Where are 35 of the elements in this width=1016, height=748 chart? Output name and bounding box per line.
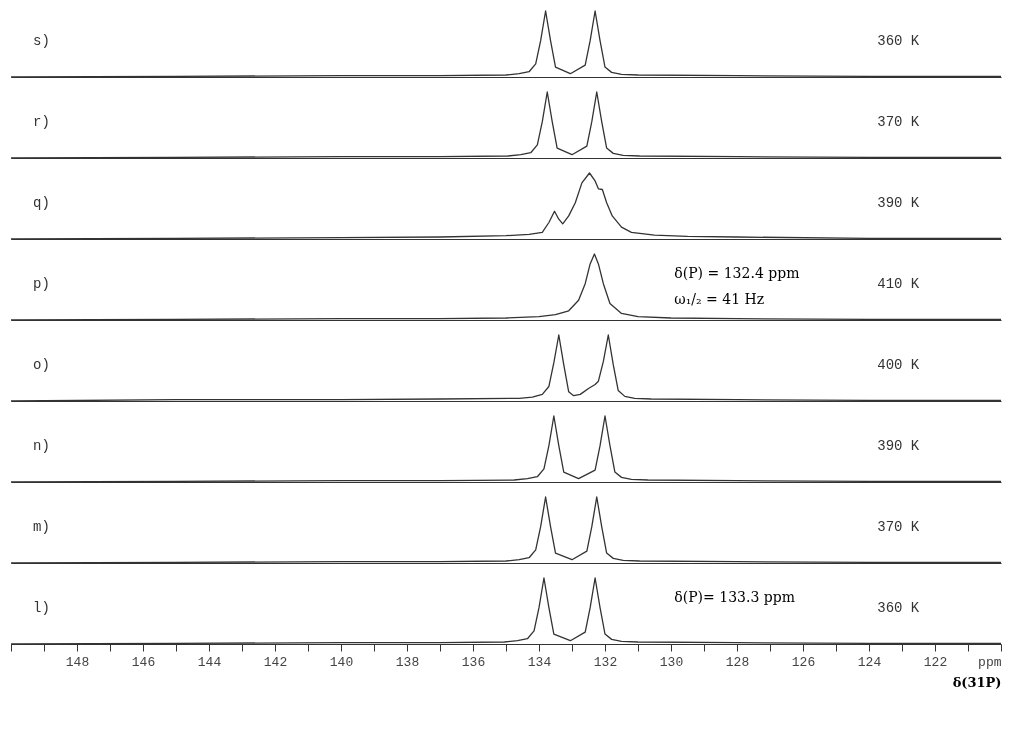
annotation: 370 K — [877, 113, 920, 130]
x-tick-label: 124 — [857, 654, 882, 670]
x-tick-label: 146 — [131, 654, 156, 670]
x-tick-label: 142 — [263, 654, 288, 670]
annotation: 370 K — [877, 518, 920, 535]
x-tick-label: 130 — [659, 654, 684, 670]
x-tick-label: 132 — [593, 654, 618, 670]
annotation: 410 K — [877, 275, 920, 292]
annotation: m) — [33, 518, 50, 535]
annotation: 360 K — [877, 32, 920, 49]
x-tick-label: 122 — [923, 654, 948, 670]
annotation: n) — [33, 437, 50, 454]
x-tick-label: 128 — [725, 654, 750, 670]
annotation: ω₁/₂ = 41 Hz — [674, 291, 765, 308]
x-tick-label: 144 — [197, 654, 222, 670]
annotation: 360 K — [877, 599, 920, 616]
x-tick-label: 134 — [527, 654, 552, 670]
x-axis-title: δ(31P) — [952, 674, 1002, 690]
x-tick-label: 140 — [329, 654, 354, 670]
annotation: q) — [33, 194, 50, 211]
annotation: δ(P)= 133.3 ppm — [674, 588, 795, 605]
x-tick-label: 138 — [395, 654, 420, 670]
annotation: l) — [33, 599, 50, 616]
annotation: 400 K — [877, 356, 920, 373]
x-tick-label: 136 — [461, 654, 486, 670]
annotation: s) — [33, 32, 50, 49]
annotation: p) — [33, 275, 50, 292]
annotation: 390 K — [877, 437, 920, 454]
annotation: 390 K — [877, 194, 920, 211]
annotation: r) — [33, 113, 50, 130]
x-tick-label: 148 — [65, 654, 90, 670]
x-tick-label: ppm — [978, 654, 1002, 670]
x-tick-label: 126 — [791, 654, 816, 670]
annotation: δ(P) = 132.4 ppm — [674, 264, 800, 281]
annotation: o) — [33, 356, 50, 373]
